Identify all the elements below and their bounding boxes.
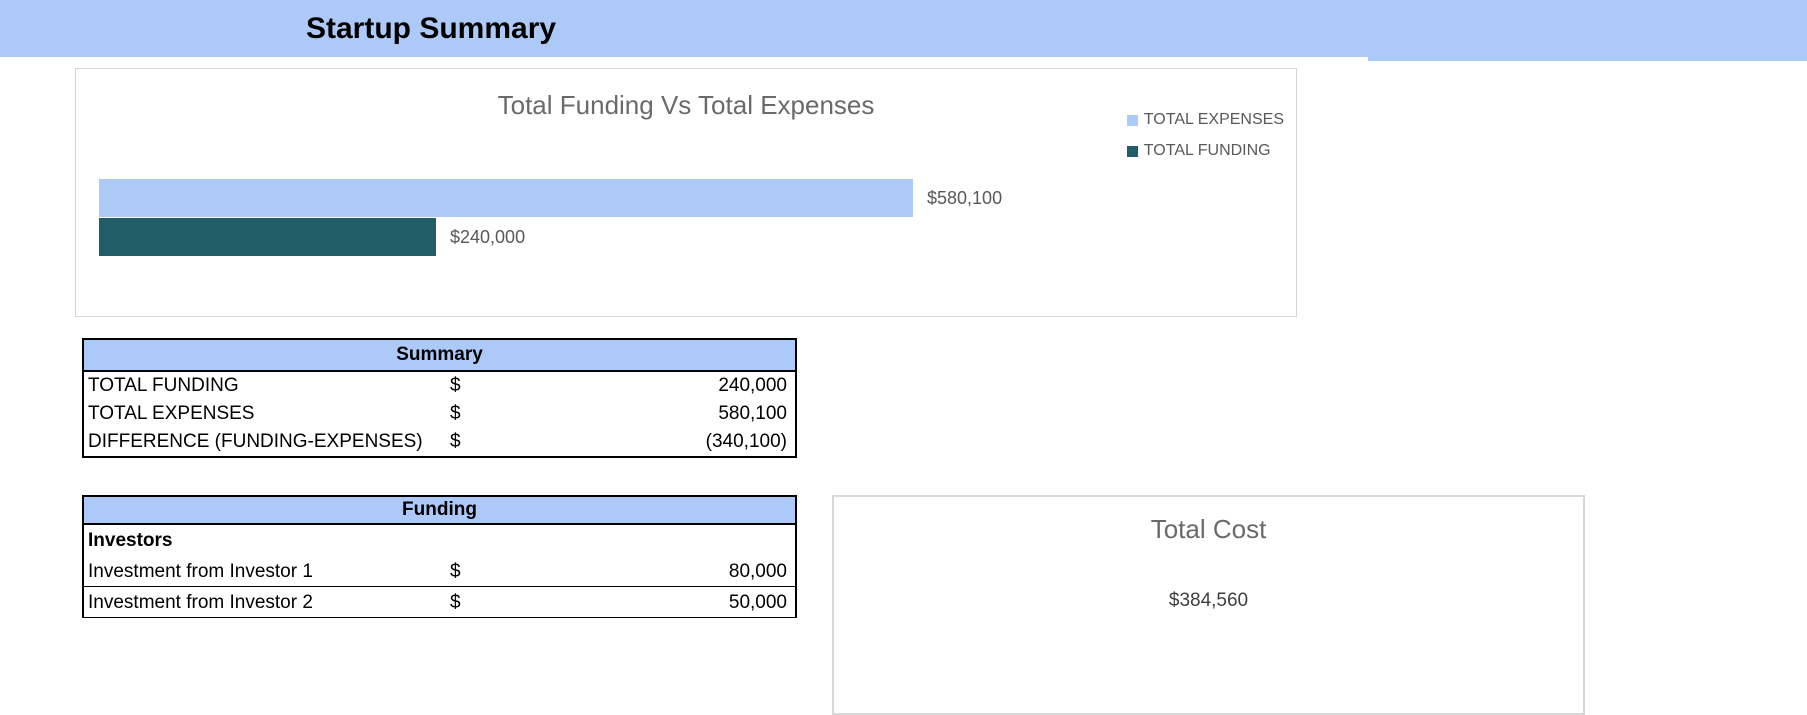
table-row[interactable]: Investment from Investor 2 $50,000 — [84, 587, 795, 618]
summary-table-header[interactable]: Summary — [84, 340, 795, 372]
funding-table-body: Investors Investment from Investor 1 $80,0… — [84, 525, 795, 618]
legend-label: TOTAL EXPENSES — [1143, 111, 1284, 128]
row-value[interactable]: 80,000 — [728, 561, 787, 582]
row-label[interactable]: DIFFERENCE (FUNDING-EXPENSES) — [88, 431, 423, 452]
row-currency[interactable]: $ — [450, 403, 461, 424]
bar-data-label: $240,000 — [450, 227, 526, 247]
title-banner-extension — [1368, 57, 1807, 61]
title-banner: Startup Summary — [0, 0, 1807, 57]
row-value[interactable]: 580,100 — [718, 403, 787, 424]
chart-plot-area: $580,100 $240,000 — [76, 69, 1296, 316]
row-currency[interactable] — [450, 525, 480, 556]
row-currency[interactable]: $ — [450, 592, 461, 613]
table-row[interactable]: Investment from Investor 1 $80,000 — [84, 556, 795, 587]
chart-legend: TOTAL EXPENSES TOTAL FUNDING — [1126, 111, 1284, 160]
legend-item[interactable]: TOTAL FUNDING — [1126, 142, 1284, 160]
total-cost-value: $384,560 — [1168, 590, 1249, 611]
table-row[interactable]: Investors — [84, 525, 795, 556]
row-value[interactable]: 50,000 — [728, 592, 787, 613]
legend-swatch-icon — [1126, 145, 1138, 157]
row-currency[interactable]: $ — [450, 561, 461, 582]
chart-bar[interactable] — [99, 218, 436, 256]
row-label[interactable]: TOTAL EXPENSES — [88, 403, 255, 424]
summary-table: Summary TOTAL FUNDING $240,000 TOTAL EXPEN… — [82, 338, 797, 458]
row-label[interactable]: TOTAL FUNDING — [88, 375, 239, 396]
legend-label: TOTAL FUNDING — [1143, 142, 1271, 159]
summary-table-body: TOTAL FUNDING $240,000 TOTAL EXPENSES $580,… — [84, 372, 795, 456]
row-value[interactable] — [480, 525, 795, 556]
row-label[interactable]: Investors — [88, 530, 173, 551]
row-label[interactable]: Investment from Investor 2 — [88, 592, 313, 613]
funding-vs-expenses-chart[interactable]: Total Funding Vs Total Expenses TOTAL EX… — [75, 68, 1297, 317]
page-title: Startup Summary — [306, 12, 557, 45]
row-value[interactable]: (340,100) — [705, 431, 787, 452]
legend-item[interactable]: TOTAL EXPENSES — [1126, 111, 1284, 129]
row-label[interactable]: Investment from Investor 1 — [88, 561, 313, 582]
row-value[interactable]: 240,000 — [718, 375, 787, 396]
table-row[interactable]: TOTAL FUNDING $240,000 — [84, 372, 795, 400]
chart-title: Total Funding Vs Total Expenses — [497, 90, 875, 120]
funding-table: Funding Investors Investment from Investo… — [82, 495, 797, 618]
chart-bar[interactable] — [99, 179, 913, 217]
total-cost-chart[interactable]: Total Cost $384,560 — [832, 495, 1585, 715]
total-cost-title: Total Cost — [1150, 514, 1267, 544]
bar-data-label: $580,100 — [927, 188, 1003, 208]
row-currency[interactable]: $ — [450, 375, 461, 396]
row-currency[interactable]: $ — [450, 431, 461, 452]
legend-swatch-icon — [1126, 114, 1138, 126]
table-row[interactable]: DIFFERENCE (FUNDING-EXPENSES) $ (340,100) — [84, 428, 795, 456]
funding-table-header[interactable]: Funding — [84, 497, 795, 525]
table-row[interactable]: TOTAL EXPENSES $580,100 — [84, 400, 795, 428]
